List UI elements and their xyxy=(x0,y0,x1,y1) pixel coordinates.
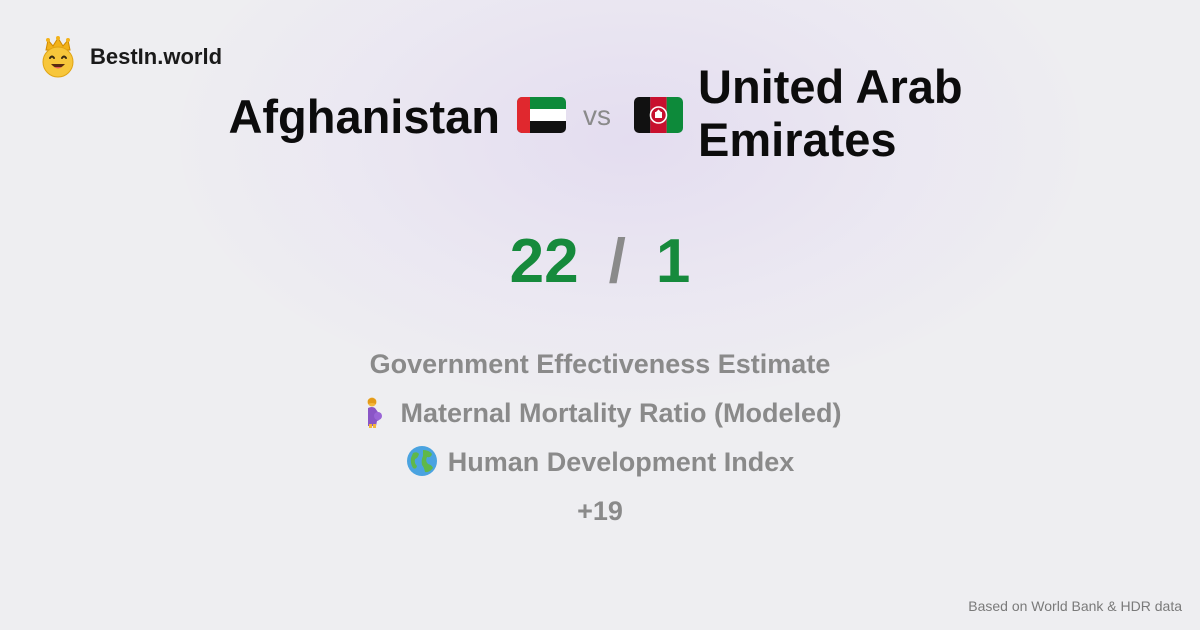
pregnant-woman-icon xyxy=(367,397,383,428)
metric-label: Government Effectiveness Estimate xyxy=(369,349,831,379)
afghanistan-flag-icon xyxy=(634,97,683,133)
data-source-note: Based on World Bank & HDR data xyxy=(968,598,1182,614)
score-separator: / xyxy=(608,227,626,296)
comparison-title: Afghanistan vs United Arab Emirates xyxy=(0,58,1200,176)
metric-item[interactable]: Maternal Mortality Ratio (Modeled) xyxy=(0,393,1200,442)
metric-list: Government Effectiveness Estimate Matern… xyxy=(0,344,1200,531)
brand[interactable]: BestIn.world xyxy=(38,36,222,78)
left-score: 22 xyxy=(509,227,579,296)
metric-label: Maternal Mortality Ratio (Modeled) xyxy=(400,398,842,428)
globe-icon xyxy=(406,445,437,476)
metric-item[interactable]: Human Development Index xyxy=(0,442,1200,491)
metric-item[interactable]: Government Effectiveness Estimate xyxy=(0,344,1200,393)
vs-label: vs xyxy=(583,100,611,131)
right-country-name[interactable]: United Arab Emirates xyxy=(698,60,963,166)
right-score: 1 xyxy=(655,227,691,296)
more-metrics-count[interactable]: +19 xyxy=(577,496,623,526)
crown-smiley-icon xyxy=(42,36,74,78)
brand-name: BestIn.world xyxy=(90,44,223,69)
left-country-name[interactable]: Afghanistan xyxy=(228,90,500,143)
uae-flag-icon xyxy=(517,97,566,133)
metric-label: Human Development Index xyxy=(447,447,795,477)
score: 22 / 1 xyxy=(0,222,1200,302)
